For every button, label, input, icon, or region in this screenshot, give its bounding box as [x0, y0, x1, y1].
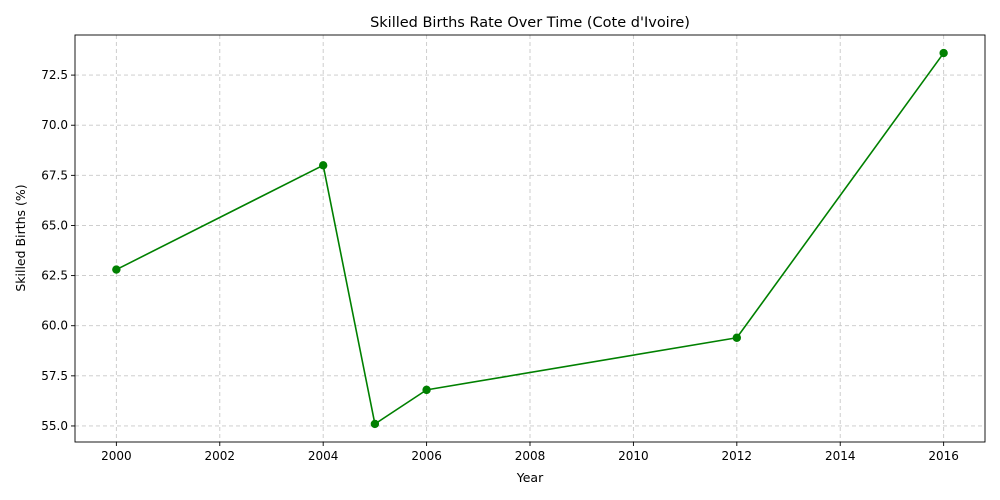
x-tick-label: 2012: [722, 449, 753, 463]
x-tick-label: 2002: [204, 449, 235, 463]
grid: [75, 35, 985, 442]
x-tick-label: 2016: [928, 449, 959, 463]
data-point: [318, 161, 328, 170]
data-point: [370, 419, 380, 429]
data-point: [422, 385, 431, 395]
y-tick-label: 55.0: [41, 419, 68, 433]
data-point: [112, 265, 121, 274]
y-tick-label: 67.5: [41, 168, 68, 182]
x-tick-label: 2014: [825, 449, 856, 463]
x-tick-label: 2000: [101, 449, 132, 463]
data-point: [939, 48, 948, 58]
series-line: [115, 52, 945, 425]
y-tick-label: 65.0: [41, 218, 68, 232]
x-tick-label: 2008: [515, 449, 546, 463]
y-tick-label: 70.0: [41, 118, 68, 132]
series-group: [112, 48, 948, 429]
y-axis-label: Skilled Births (%): [13, 184, 28, 291]
y-tick-label: 62.5: [41, 269, 68, 283]
y-tick-label: 72.5: [41, 68, 68, 82]
y-tick-label: 60.0: [41, 319, 68, 333]
y-tick-label: 57.5: [41, 369, 68, 383]
x-tick-label: 2004: [308, 449, 339, 463]
x-tick-label: 2010: [618, 449, 649, 463]
chart-title: Skilled Births Rate Over Time (Cote d'Iv…: [370, 15, 690, 31]
x-axis-label: Year: [516, 470, 544, 485]
axis-ticks: 2000 2002 2004 2006 2008 2010 2012 2014 2016 55.0…: [41, 68, 959, 463]
data-point: [732, 333, 742, 342]
x-tick-label: 2006: [411, 449, 442, 463]
